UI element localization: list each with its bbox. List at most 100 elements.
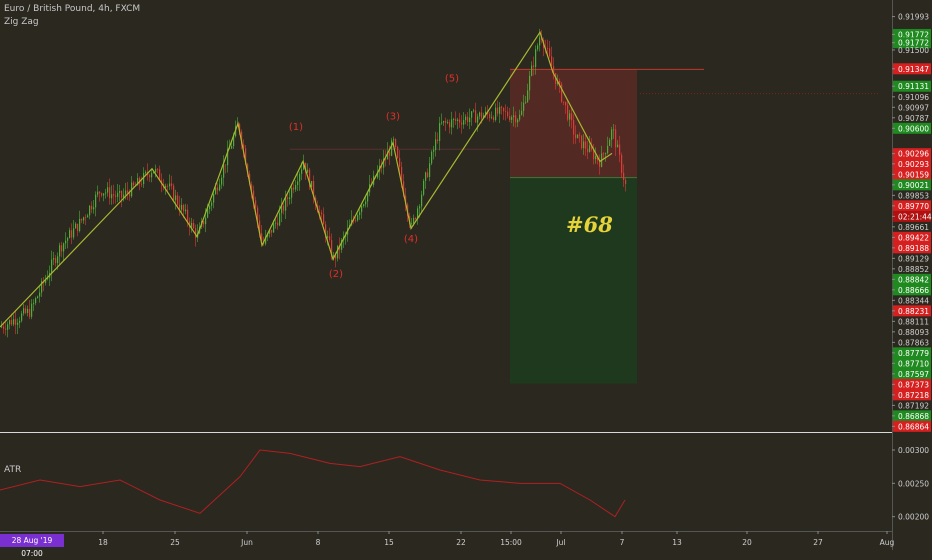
candle-body (577, 134, 579, 139)
candle-body (39, 292, 41, 297)
price-axis-label: 0.88666 (898, 286, 929, 295)
candle-body (13, 319, 15, 325)
candle-body (289, 197, 291, 200)
candle-body (467, 116, 469, 123)
price-axis-label: 0.87373 (898, 380, 929, 389)
candle-body (37, 296, 39, 299)
candle-body (297, 181, 299, 185)
candle-body (47, 277, 49, 280)
candle-body (123, 194, 125, 198)
price-axis-label: 0.91500 (898, 46, 929, 55)
candle-body (141, 183, 143, 185)
candle-body (79, 218, 81, 232)
price-axis-label: 0.90159 (898, 170, 929, 179)
candle-body (103, 193, 105, 196)
candle-body (151, 172, 153, 178)
candle-body (23, 308, 25, 314)
candle-body (211, 202, 213, 206)
candle-body (433, 149, 435, 152)
time-axis-label: 27 (813, 538, 823, 547)
candle-body (73, 228, 75, 238)
candle-body (503, 107, 505, 112)
candle-body (471, 111, 473, 118)
candle-body (21, 313, 23, 321)
candle-body (85, 217, 87, 219)
candle-body (227, 148, 229, 166)
candle-body (231, 146, 233, 149)
price-tag-bg (893, 284, 931, 296)
candle-body (229, 148, 231, 150)
candle-body (45, 279, 47, 283)
atr-line[interactable] (0, 449, 626, 518)
time-axis-label: 15 (384, 538, 394, 547)
time-axis-label: Jul (555, 538, 565, 547)
candle-body (359, 212, 361, 216)
price-tag-bg (893, 368, 931, 380)
candle-body (363, 204, 365, 207)
candle-body (71, 230, 73, 238)
candle-body (303, 162, 305, 170)
time-axis-label: 13 (672, 538, 682, 547)
price-axis-label: 0.86864 (898, 422, 929, 431)
candle-body (179, 204, 181, 210)
candle-body (441, 122, 443, 124)
candle-body (273, 223, 275, 233)
candle-body (121, 191, 123, 198)
trade-tag: #68 (566, 212, 613, 237)
candle-body (185, 209, 187, 212)
candle-body (9, 320, 11, 325)
time-axis-label: 8 (316, 538, 321, 547)
price-axis-label: 0.90021 (898, 181, 929, 190)
candle-body (193, 222, 195, 229)
candle-body (31, 303, 33, 317)
take-profit-zone[interactable] (510, 177, 637, 384)
price-axis-label: 0.87218 (898, 391, 929, 400)
candle-body (219, 184, 221, 191)
candle-body (249, 173, 251, 185)
candle-body (549, 48, 551, 57)
candle-body (583, 141, 585, 149)
price-axis-label: 0.87710 (898, 359, 929, 368)
candle-body (323, 214, 325, 225)
candle-body (401, 166, 403, 182)
candle-body (309, 169, 311, 188)
price-axis-label: 0.91131 (898, 82, 929, 91)
candle-body (221, 177, 223, 185)
wave-label: (2) (329, 269, 343, 280)
candle-body (381, 165, 383, 168)
candle-body (507, 111, 509, 117)
candle-body (239, 123, 241, 132)
candle-body (357, 215, 359, 221)
candle-body (529, 75, 531, 91)
candle-body (117, 192, 119, 197)
candle-body (617, 144, 619, 148)
candle-body (415, 217, 417, 220)
candle-body (187, 209, 189, 222)
candle-body (271, 229, 273, 233)
candle-body (475, 110, 477, 123)
candle-body (181, 205, 183, 210)
price-axis-label: 0.87192 (898, 401, 929, 410)
time-axis-label: 20 (742, 538, 752, 547)
price-tag-bg (893, 168, 931, 180)
candle-body (293, 187, 295, 190)
atr-axis-label: 0.00200 (898, 513, 929, 522)
candle-body (443, 120, 445, 123)
time-axis-label: 25 (170, 538, 180, 547)
candle-body (125, 190, 127, 195)
indicator-name: Zig Zag (4, 17, 39, 27)
price-axis-label: 0.89853 (898, 191, 929, 200)
time-axis-label: 7 (620, 538, 625, 547)
candle-body (495, 107, 497, 121)
candle-body (335, 255, 337, 259)
zigzag-line[interactable] (0, 30, 613, 328)
price-tag-bg (893, 420, 931, 432)
candle-body (33, 303, 35, 304)
candle-body (127, 190, 129, 193)
candle-body (95, 194, 97, 208)
candle-body (109, 187, 111, 199)
candle-body (329, 236, 331, 241)
price-axis-label: 0.88111 (898, 317, 929, 326)
